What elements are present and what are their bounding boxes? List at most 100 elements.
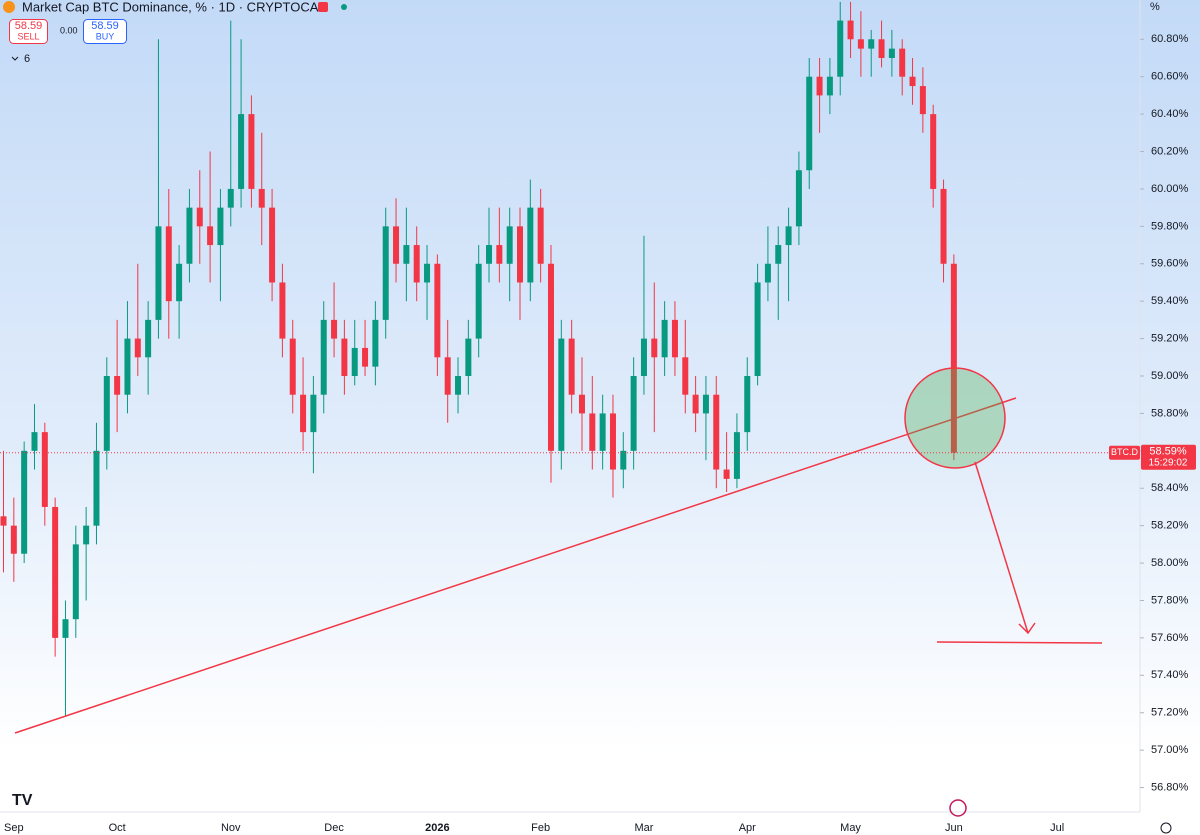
y-tick-label: 57.60% (1151, 632, 1189, 644)
candle-body (279, 282, 286, 339)
y-tick-label: 58.40% (1151, 482, 1189, 494)
candle-body (0, 516, 7, 526)
candle-body (733, 432, 740, 479)
candle-body (930, 114, 937, 189)
candle-body (826, 76, 833, 96)
candle-body (83, 525, 90, 545)
x-tick-label: Nov (221, 822, 241, 834)
candle-body (486, 245, 493, 264)
candle-body (847, 20, 854, 40)
candle-body (238, 114, 245, 189)
arrow-head (1018, 622, 1036, 635)
trendline (14, 397, 1017, 734)
sell-label[interactable]: SELL (17, 31, 39, 41)
buy-price[interactable]: 58.59 (91, 20, 119, 32)
candle-body (878, 39, 885, 58)
lightning-icon[interactable] (949, 799, 967, 817)
x-tick-label: Sep (4, 822, 24, 834)
candle-body (362, 347, 369, 367)
candle-body (578, 394, 585, 414)
candle-body (940, 188, 947, 264)
buy-label[interactable]: BUY (96, 31, 115, 41)
spread: 0.00 (60, 25, 78, 35)
y-tick-label: 58.00% (1151, 557, 1189, 569)
chevron[interactable] (11, 56, 19, 61)
y-tick-label: 57.20% (1151, 707, 1189, 719)
candle-body (713, 394, 720, 470)
chart-title: Market Cap BTC Dominance, % · 1D · CRYPT… (22, 0, 327, 14)
settings-icon[interactable] (1160, 822, 1172, 834)
x-tick-label: Mar (634, 822, 653, 834)
sell-button[interactable] (9, 19, 48, 44)
y-tick-label: 59.40% (1151, 295, 1189, 307)
candle-body (227, 188, 234, 208)
candle-body (320, 319, 327, 395)
candle-body (857, 39, 864, 49)
candle-body (888, 48, 895, 58)
price-tag-countdown: 15:29:02 (1149, 457, 1188, 468)
candle-body (795, 170, 802, 227)
candle-body (475, 263, 482, 339)
candle-body (300, 394, 307, 433)
candle-body (207, 226, 214, 246)
candle-body (506, 226, 513, 264)
candle-body (671, 319, 678, 358)
candle-body (465, 338, 472, 377)
candle-body (52, 506, 59, 638)
y-tick-label: 58.80% (1151, 407, 1189, 419)
candle-body (434, 263, 441, 358)
candle-body (682, 357, 689, 395)
candle-body (785, 226, 792, 246)
candle-body (651, 338, 658, 358)
sell-price[interactable]: 58.59 (15, 20, 43, 32)
candle-body (134, 338, 141, 358)
price-tag-symbol: BTC.D (1111, 447, 1139, 457)
candle-body (103, 376, 110, 451)
candle-body (547, 263, 554, 451)
candle-body (620, 450, 627, 470)
candle-body (909, 76, 916, 87)
candle-body (424, 263, 431, 283)
buy-button[interactable] (83, 19, 127, 44)
candle-body (692, 394, 699, 414)
candle-body (589, 413, 596, 451)
indicator-count[interactable]: 6 (24, 53, 30, 65)
candle-body (165, 226, 172, 302)
highlight-circle (904, 367, 1006, 469)
x-tick-label: Apr (739, 822, 756, 834)
candle-body (217, 207, 224, 246)
candle-body (289, 338, 296, 395)
candle-body (744, 376, 751, 433)
y-unit: % (1150, 1, 1160, 13)
candle-body (527, 207, 534, 283)
y-tick-label: 59.00% (1151, 370, 1189, 382)
candle-body (351, 347, 358, 377)
candle-body (413, 245, 420, 283)
y-tick-label: 56.80% (1151, 781, 1189, 793)
candle-body (496, 245, 503, 264)
candle-body (331, 319, 338, 339)
candle-body (155, 226, 162, 320)
status-dot (341, 4, 347, 10)
target-line (936, 641, 1103, 644)
candle-body (176, 263, 183, 302)
candle-body (31, 432, 38, 451)
candle-body (455, 376, 462, 395)
candle-body (393, 226, 400, 264)
candle-body (517, 226, 523, 283)
candle-body (899, 48, 906, 77)
candle-body (837, 20, 844, 77)
candle-body (62, 619, 69, 638)
candle-body (640, 338, 647, 377)
price-tag-value: 58.59% (1149, 446, 1187, 458)
x-tick-label: Oct (109, 822, 126, 834)
y-tick-label: 60.00% (1151, 183, 1189, 195)
candle-body (537, 207, 544, 264)
candle-body (868, 39, 875, 49)
y-tick-label: 60.80% (1151, 33, 1189, 45)
y-tick-label: 59.60% (1151, 258, 1189, 270)
candle-body (196, 207, 203, 227)
candle-body (403, 245, 410, 264)
candle-body (775, 245, 782, 264)
